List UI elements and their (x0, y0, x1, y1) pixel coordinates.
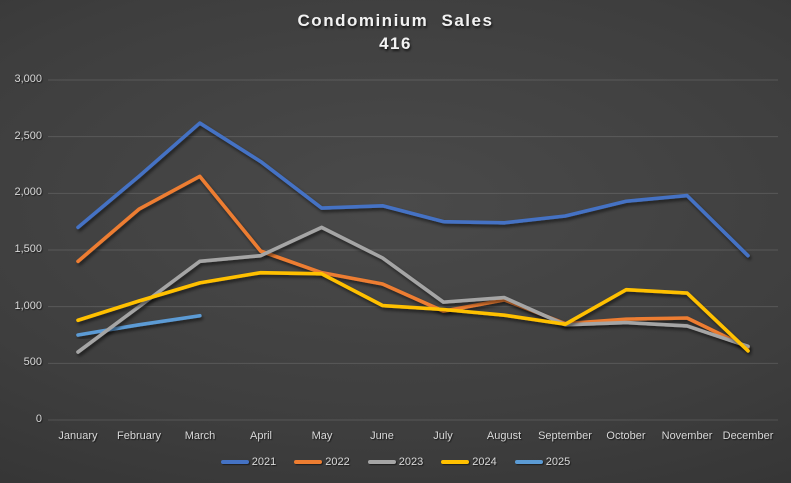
legend-item-2023[interactable]: 2023 (367, 456, 424, 468)
legend-item-2024[interactable]: 2024 (441, 456, 497, 468)
y-tick-3000: 3,000 (14, 73, 42, 85)
x-tick-november: November (661, 430, 713, 442)
chart-title: Condominium Sales 416 (0, 10, 791, 56)
chart-title-line1: Condominium Sales (297, 11, 494, 30)
y-tick-0: 0 (35, 413, 42, 425)
legend-line-swatch-2021 (220, 460, 249, 464)
x-tick-august: August (486, 430, 522, 442)
y-tick-500: 500 (23, 356, 42, 368)
legend-item-2025[interactable]: 2025 (514, 456, 571, 468)
legend-line-swatch-2023 (367, 460, 396, 464)
chart-legend: 2021 2022 2023 2024 2025 (0, 456, 791, 468)
y-tick-2500: 2,500 (14, 130, 42, 142)
legend-label-2022: 2022 (325, 456, 350, 468)
legend-line-swatch-2022 (294, 460, 323, 464)
x-tick-february: February (116, 430, 162, 442)
legend-label-2023: 2023 (398, 456, 424, 468)
x-tick-june: June (370, 430, 394, 442)
series-line-2023[interactable] (76, 225, 750, 354)
x-tick-july: July (433, 430, 453, 442)
x-tick-may: May (311, 430, 333, 442)
series-line-2024[interactable] (76, 270, 750, 353)
x-tick-december: December (722, 430, 774, 442)
x-tick-april: April (249, 430, 272, 442)
x-tick-march: March (184, 430, 216, 442)
y-tick-2000: 2,000 (14, 186, 42, 198)
x-tick-january: January (58, 430, 98, 442)
legend-item-2022[interactable]: 2022 (294, 456, 350, 468)
legend-line-swatch-2025 (514, 460, 543, 464)
x-tick-october: October (606, 430, 646, 442)
y-tick-1500: 1,500 (14, 243, 42, 255)
legend-line-swatch-2024 (441, 460, 470, 464)
legend-label-2021: 2021 (251, 456, 277, 468)
series-line-2025[interactable] (76, 313, 202, 337)
series-line-2021[interactable] (76, 121, 750, 258)
legend-label-2025: 2025 (545, 456, 571, 468)
series-line-2022[interactable] (76, 174, 750, 350)
legend-label-2024: 2024 (472, 456, 497, 468)
x-tick-september: September (538, 430, 592, 442)
y-tick-1000: 1,000 (14, 300, 42, 312)
legend-item-2021[interactable]: 2021 (220, 456, 277, 468)
chart-title-line2: 416 (379, 33, 412, 53)
